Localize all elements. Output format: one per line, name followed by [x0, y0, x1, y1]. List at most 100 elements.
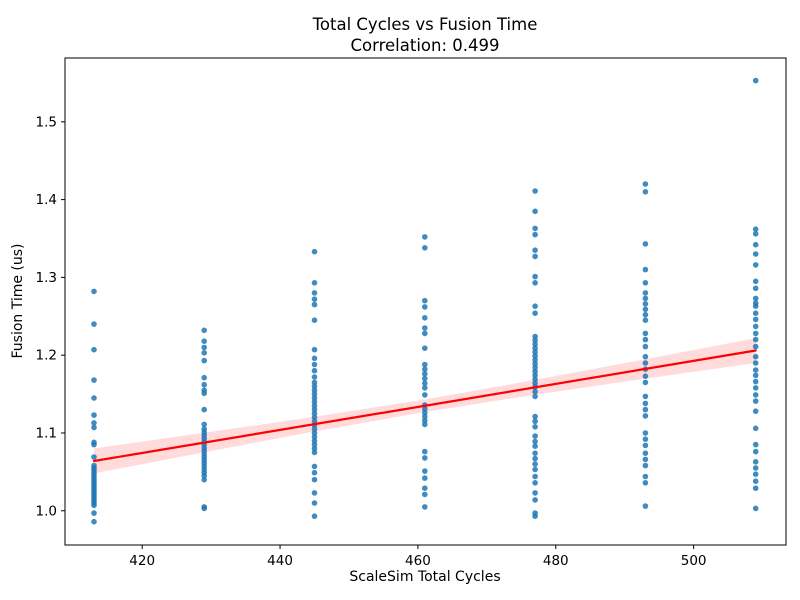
x-tick-label: 440: [267, 553, 293, 569]
scatter-point: [642, 189, 649, 195]
scatter-point: [642, 456, 649, 463]
scatter-point: [422, 330, 428, 337]
scatter-point: [532, 273, 538, 280]
scatter-point: [642, 406, 649, 413]
scatter-point: [422, 409, 428, 416]
scatter-point: [201, 350, 207, 356]
scatter-point: [311, 402, 318, 409]
scatter-point: [752, 295, 759, 302]
scatter-point: [422, 475, 428, 481]
scatter-point: [642, 280, 649, 286]
scatter-point: [422, 315, 428, 321]
scatter-point: [532, 473, 538, 480]
scatter-point: [752, 262, 759, 268]
scatter-point: [311, 361, 318, 368]
scatter-point: [642, 311, 649, 318]
scatter-point: [201, 390, 207, 397]
scatter-point: [642, 413, 649, 419]
scatter-point: [532, 368, 538, 375]
x-tick-label: 480: [543, 553, 569, 569]
scatter-point: [752, 77, 759, 84]
scatter-point: [532, 253, 538, 260]
scatter-point: [311, 367, 318, 374]
scatter-point: [642, 462, 649, 469]
scatter-point: [752, 378, 759, 385]
y-tick-label: 1.2: [36, 348, 57, 364]
scatter-point: [91, 424, 97, 431]
scatter-point: [311, 290, 318, 296]
scatter-point: [642, 473, 649, 480]
scatter-point: [311, 355, 318, 362]
y-tick-label: 1.4: [36, 192, 57, 208]
scatter-point: [752, 465, 759, 471]
scatter-point: [752, 330, 759, 337]
scatter-point: [91, 518, 97, 525]
scatter-point: [752, 226, 759, 232]
scatter-point: [201, 381, 207, 388]
scatter-point: [752, 441, 759, 448]
scatter-point: [201, 327, 207, 334]
scatter-point: [91, 441, 97, 448]
scatter-point: [752, 392, 759, 398]
scatter-point: [422, 417, 428, 424]
scatter-point: [422, 361, 428, 368]
x-tick-label: 420: [129, 553, 155, 569]
scatter-point: [752, 471, 759, 478]
scatter-point: [752, 360, 759, 366]
scatter-point: [532, 357, 538, 363]
scatter-point: [532, 376, 538, 383]
scatter-point: [311, 248, 318, 255]
scatter-point: [91, 412, 97, 418]
scatter-point: [311, 490, 318, 496]
scatter-point: [422, 421, 428, 428]
scatter-point: [532, 424, 538, 430]
scatter-point: [642, 330, 649, 337]
scatter-point: [311, 441, 318, 448]
scatter-point: [642, 353, 649, 360]
scatter-point: [311, 296, 318, 303]
scatter-point: [532, 337, 538, 344]
chart-subtitle: Correlation: 0.499: [350, 36, 499, 55]
scatter-point: [311, 346, 318, 353]
y-tick-label: 1.3: [36, 270, 57, 286]
scatter-point: [422, 234, 428, 240]
scatter-point: [311, 449, 318, 456]
scatter-point: [532, 349, 538, 355]
scatter-point: [201, 357, 207, 364]
scatter-point: [311, 391, 318, 397]
scatter-point: [532, 280, 538, 286]
plot-frame: [64, 57, 787, 546]
scatter-point: [532, 333, 538, 340]
x-tick-label: 500: [681, 553, 707, 569]
scatter-point: [752, 303, 759, 310]
scatter-point: [752, 251, 759, 257]
scatter-point: [642, 181, 649, 187]
scatter-point: [201, 421, 207, 428]
scatter-point: [532, 418, 538, 425]
scatter-point: [642, 336, 649, 343]
scatter-point: [642, 480, 649, 486]
scatter-point: [532, 497, 538, 503]
scatter-point: [642, 450, 649, 457]
scatter-point: [532, 433, 538, 439]
scatter-point: [752, 367, 759, 373]
scatter-point: [311, 513, 318, 519]
scatter-point: [422, 468, 428, 474]
scatter-point: [642, 295, 649, 302]
scatter-point: [532, 310, 538, 317]
scatter-point: [752, 285, 759, 292]
scatter-point: [91, 502, 97, 509]
scatter-point: [752, 353, 759, 360]
scatter-point: [752, 278, 759, 285]
scatter-point: [311, 387, 318, 394]
scatter-point: [642, 241, 649, 247]
regression-line: [92, 349, 757, 463]
scatter-point: [642, 290, 649, 296]
scatter-point: [91, 510, 97, 516]
scatter-point: [532, 341, 538, 348]
scatter-point: [201, 406, 207, 413]
scatter-point: [422, 297, 428, 304]
scatter-point: [422, 380, 428, 387]
y-axis-label: Fusion Time (us): [10, 243, 26, 358]
